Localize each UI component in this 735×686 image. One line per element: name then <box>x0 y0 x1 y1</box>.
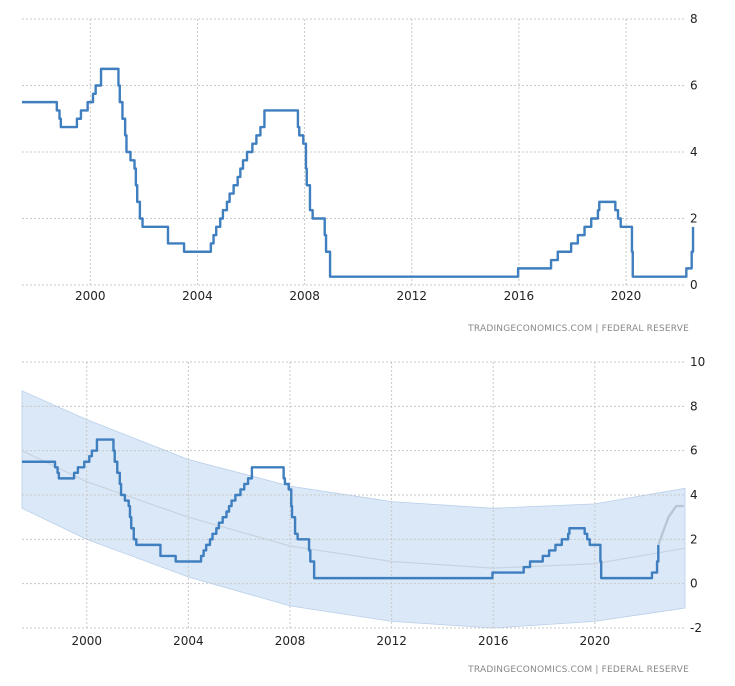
x-tick-label: 2000 <box>75 289 106 303</box>
x-tick-label: 2012 <box>376 634 407 648</box>
chart-1-interest-rate: 0 2 4 6 8 2000 2004 2008 2012 2016 2020 TRADINGECON… <box>22 12 698 334</box>
y-tick-label: 8 <box>690 12 698 26</box>
y-tick-label: 2 <box>690 532 698 546</box>
x-tick-label: 2020 <box>611 289 642 303</box>
x-tick-label: 2016 <box>504 289 535 303</box>
y-tick-label: 6 <box>690 444 698 458</box>
y-tick-label: 8 <box>690 399 698 413</box>
x-tick-label: 2008 <box>275 634 306 648</box>
x-tick-label: 2004 <box>182 289 213 303</box>
x-tick-label: 2000 <box>72 634 103 648</box>
x-tick-label: 2016 <box>478 634 509 648</box>
x-tick-label: 2020 <box>580 634 611 648</box>
forecast-line <box>657 504 684 546</box>
interest-rate-line <box>22 438 660 580</box>
y-tick-label: 2 <box>690 212 698 226</box>
x-tick-label: 2008 <box>289 289 320 303</box>
y-tick-label: 0 <box>690 278 698 292</box>
y-tick-label: 0 <box>690 577 698 591</box>
y-tick-label: 4 <box>690 488 698 502</box>
interest-rate-line <box>22 67 695 278</box>
y-tick-label: 6 <box>690 79 698 93</box>
chart-2-interest-rate-forecast: -2 0 2 4 6 8 10 2000 2004 2008 2012 2016 2020 TRADING… <box>21 355 705 675</box>
trend-line <box>21 450 686 569</box>
source-credit: TRADINGECONOMICS.COM | FEDERAL RESERVE <box>467 665 689 675</box>
y-tick-label: 4 <box>690 145 698 159</box>
source-credit: TRADINGECONOMICS.COM | FEDERAL RESERVE <box>467 324 689 334</box>
y-tick-label: -2 <box>690 621 702 635</box>
y-tick-label: 10 <box>690 355 705 369</box>
x-tick-label: 2004 <box>173 634 204 648</box>
confidence-band <box>21 390 686 629</box>
x-tick-label: 2012 <box>396 289 427 303</box>
